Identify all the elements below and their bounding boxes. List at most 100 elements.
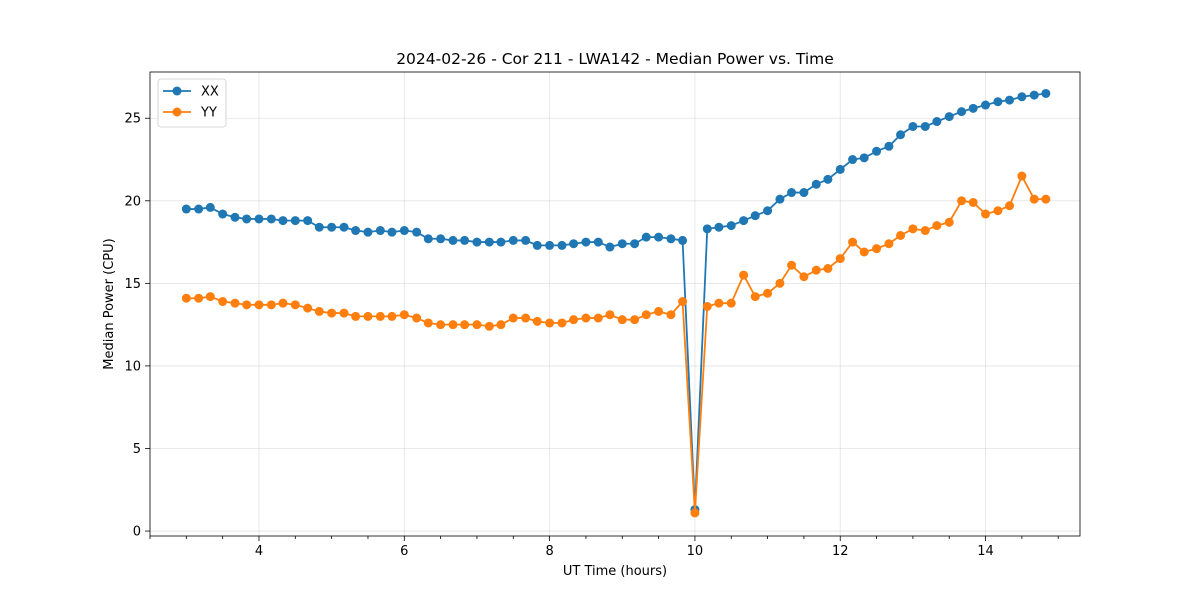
data-point-yy — [811, 265, 821, 275]
data-point-xx — [944, 112, 954, 122]
data-point-xx — [181, 204, 191, 214]
data-point-xx — [823, 174, 833, 184]
data-point-yy — [242, 300, 252, 310]
data-point-yy — [423, 318, 433, 328]
data-point-xx — [508, 235, 518, 245]
data-point-yy — [884, 239, 894, 249]
data-point-xx — [218, 209, 228, 219]
y-axis-label: Median Power (CPU) — [102, 238, 117, 369]
data-point-xx — [545, 240, 555, 250]
data-point-yy — [678, 297, 688, 307]
data-point-yy — [617, 315, 627, 325]
data-point-yy — [872, 244, 882, 254]
data-point-yy — [714, 298, 724, 308]
data-point-yy — [472, 320, 482, 330]
data-point-xx — [532, 240, 542, 250]
series-xx — [181, 88, 1051, 515]
data-point-xx — [521, 235, 531, 245]
data-point-yy — [581, 313, 591, 323]
data-point-yy — [387, 311, 397, 321]
data-point-xx — [641, 232, 651, 242]
data-point-yy — [859, 247, 869, 257]
data-point-yy — [787, 260, 797, 270]
data-point-xx — [848, 155, 858, 165]
data-point-yy — [775, 278, 785, 288]
data-point-xx — [194, 204, 204, 214]
data-point-xx — [399, 226, 409, 236]
data-point-xx — [254, 214, 264, 224]
data-point-xx — [387, 227, 397, 237]
data-point-yy — [702, 301, 712, 311]
data-point-xx — [557, 240, 567, 250]
data-point-xx — [908, 121, 918, 131]
data-point-yy — [1041, 194, 1051, 204]
data-point-yy — [981, 209, 991, 219]
data-point-yy — [327, 308, 337, 318]
data-point-yy — [399, 310, 409, 320]
data-point-xx — [314, 222, 324, 232]
data-point-xx — [739, 216, 749, 226]
data-point-yy — [314, 306, 324, 316]
data-point-xx — [593, 237, 603, 247]
data-point-yy — [460, 320, 470, 330]
x-tick-label: 4 — [255, 544, 263, 559]
data-point-xx — [811, 179, 821, 189]
grid — [150, 72, 1080, 536]
data-point-yy — [957, 196, 967, 206]
data-point-xx — [957, 107, 967, 117]
data-point-yy — [194, 293, 204, 303]
data-point-yy — [521, 313, 531, 323]
data-point-xx — [472, 237, 482, 247]
data-point-xx — [412, 227, 422, 237]
legend: XX YY — [157, 78, 227, 128]
data-point-xx — [1005, 95, 1015, 105]
data-point-xx — [750, 211, 760, 221]
data-point-yy — [508, 313, 518, 323]
data-point-yy — [641, 310, 651, 320]
data-point-yy — [593, 313, 603, 323]
data-point-xx — [581, 237, 591, 247]
data-point-xx — [484, 237, 494, 247]
data-point-xx — [787, 188, 797, 198]
data-point-xx — [799, 188, 809, 198]
data-point-yy — [932, 221, 942, 231]
data-point-yy — [920, 226, 930, 236]
legend-label-xx: XX — [201, 85, 219, 100]
data-point-xx — [726, 221, 736, 231]
data-point-xx — [1041, 88, 1051, 98]
data-point-yy — [532, 316, 542, 326]
data-point-xx — [278, 216, 288, 226]
data-point-yy — [266, 300, 276, 310]
data-point-yy — [569, 315, 579, 325]
data-point-yy — [1017, 171, 1027, 181]
data-point-xx — [932, 117, 942, 127]
plot-area-frame — [149, 71, 1081, 537]
series-yy — [181, 171, 1051, 518]
data-point-xx — [968, 103, 978, 113]
data-point-xx — [654, 232, 664, 242]
y-tick-label: 20 — [124, 194, 141, 209]
x-tick-label: 6 — [400, 544, 408, 559]
data-point-yy — [496, 320, 506, 330]
data-point-xx — [375, 226, 385, 236]
data-point-xx — [448, 235, 458, 245]
data-point-xx — [1029, 90, 1039, 100]
data-point-xx — [993, 97, 1003, 107]
data-point-yy — [666, 310, 676, 320]
data-point-yy — [896, 230, 906, 240]
y-tick-label: 5 — [133, 442, 141, 457]
data-point-yy — [339, 308, 349, 318]
data-point-xx — [423, 234, 433, 244]
legend-marker-xx — [172, 86, 182, 96]
data-point-xx — [872, 146, 882, 156]
data-point-xx — [981, 100, 991, 110]
data-point-yy — [1029, 194, 1039, 204]
data-point-xx — [859, 153, 869, 163]
data-point-yy — [654, 306, 664, 316]
data-point-yy — [218, 297, 228, 307]
data-point-xx — [605, 242, 615, 252]
data-point-yy — [630, 315, 640, 325]
series-layer — [181, 88, 1051, 518]
